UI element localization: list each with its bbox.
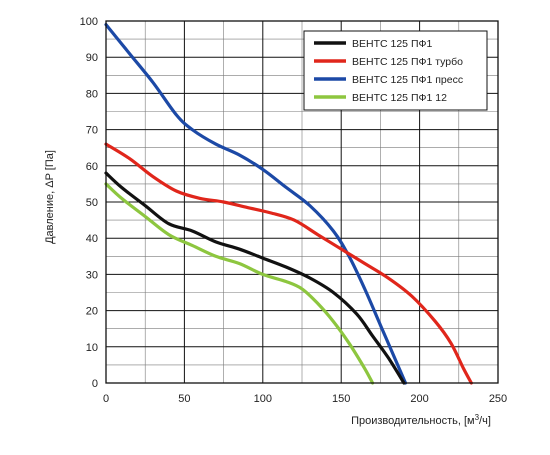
x-tick-label: 200: [410, 393, 428, 405]
y-tick-label: 10: [86, 342, 98, 354]
series-line-3: [104, 23, 408, 385]
legend: ВЕНТС 125 ПФ1 ВЕНТС 125 ПФ1 турбо ВЕНТС 12…: [303, 30, 488, 111]
x-tick-label: 50: [178, 393, 190, 405]
y-tick-label: 60: [86, 161, 98, 173]
legend-label-2: ВЕНТС 125 ПФ1 турбо: [352, 56, 463, 68]
x-axis-title-tail: /ч]: [479, 415, 491, 427]
x-axis-title: Производительность, [м3/ч]: [351, 413, 491, 428]
x-axis-title-main: Производительность, [м: [351, 415, 475, 427]
legend-label-3: ВЕНТС 125 ПФ1 пресс: [352, 74, 463, 86]
y-axis-ticks: 0 10 20 30 40 50 60 70 80 90 100: [80, 16, 98, 390]
legend-label-1: ВЕНТС 125 ПФ1: [352, 38, 432, 50]
x-tick-label: 0: [103, 393, 109, 405]
legend-label-4: ВЕНТС 125 ПФ1 12: [352, 92, 447, 104]
y-tick-label: 40: [86, 233, 98, 245]
x-axis-ticks: 0 50 100 150 200 250: [103, 393, 507, 405]
series-line-4: [104, 182, 375, 385]
y-axis-title: Давление, ΔP [Па]: [44, 150, 56, 244]
y-tick-label: 100: [80, 16, 98, 28]
x-axis-title-sup: 3: [475, 413, 480, 422]
y-tick-label: 20: [86, 306, 98, 318]
series-layer: [104, 23, 473, 385]
x-tick-label: 250: [489, 393, 507, 405]
y-tick-label: 30: [86, 269, 98, 281]
y-tick-label: 90: [86, 52, 98, 64]
y-tick-label: 70: [86, 125, 98, 137]
series-line-2: [104, 142, 473, 385]
x-tick-label: 150: [332, 393, 350, 405]
y-tick-label: 0: [92, 378, 98, 390]
x-tick-label: 100: [254, 393, 272, 405]
y-tick-label: 80: [86, 88, 98, 100]
series-line-1: [104, 171, 406, 385]
y-tick-label: 50: [86, 197, 98, 209]
plot-frame: [105, 20, 499, 384]
